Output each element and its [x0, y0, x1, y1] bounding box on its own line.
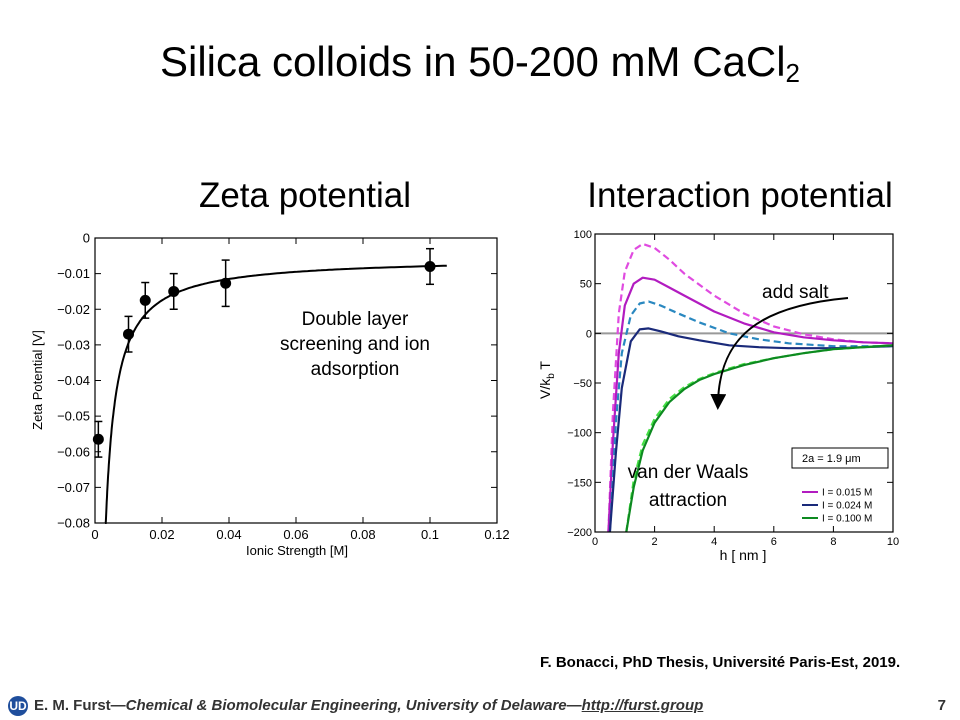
ip-x-tick-label: 0 [592, 536, 598, 548]
interaction-potential-chart: 0 2 4 6 8 10 100 50 0 −50 −100 −150 −200 add salt va… [537, 229, 899, 563]
ip-y-axis-label-suffix: T [537, 361, 553, 374]
zeta-y-tick-label: −0.05 [57, 409, 90, 424]
zeta-potential-chart: 0 0.02 0.04 0.06 0.08 0.1 0.12 0 −0.01 −0.02 −0.03… [30, 231, 510, 559]
ip-y-tick-label: −150 [567, 477, 592, 489]
zeta-x-tick-label: 0.12 [484, 527, 509, 542]
ip-x-tick-label: 8 [830, 536, 836, 548]
zeta-x-axis-label: Ionic Strength [M] [246, 543, 348, 558]
ip-x-tick-label: 6 [771, 536, 777, 548]
ip-legend-title-box [791, 447, 889, 469]
ip-x-axis-label: h [ nm ] [720, 547, 767, 563]
ip-x-tick-label: 2 [652, 536, 658, 548]
zeta-data-point [220, 277, 232, 289]
zeta-panel-heading: Zeta potential [198, 176, 412, 215]
zeta-x-tick-label: 0.08 [350, 527, 375, 542]
page-number: 7 [937, 697, 946, 714]
ip-x-tick-label: 10 [887, 536, 899, 548]
zeta-data-point [92, 433, 104, 445]
ip-legend-entry: I = 0.100 M [822, 514, 872, 525]
ip-series-dashed-line [607, 242, 893, 532]
zeta-y-tick-label: −0.04 [57, 373, 90, 388]
zeta-fit-curve [104, 264, 447, 524]
ip-y-tick-label: −100 [567, 428, 592, 440]
slide-title: Silica colloids in 50-200 mM CaCl2 [0, 38, 960, 89]
footer-dash-2: — [566, 697, 582, 714]
footer-author: E. M. Furst [34, 697, 111, 714]
zeta-annotation-line3: adsorption [311, 359, 400, 380]
ip-x-tick-label: 4 [711, 536, 717, 548]
zeta-plot-frame [94, 237, 498, 524]
zeta-y-tick-label: 0 [83, 231, 90, 246]
ip-y-axis-label-sub: b [546, 373, 557, 379]
zeta-annotation-line1: Double layer [302, 309, 409, 330]
footer-credit: E. M. Furst—Chemical & Biomolecular Engi… [34, 697, 703, 714]
ip-y-tick-label: −50 [573, 378, 592, 390]
footer-affiliation: Chemical & Biomolecular Engineering, Uni… [125, 697, 567, 714]
vdw-annotation-line2: attraction [649, 490, 727, 511]
ip-y-tick-label: 50 [580, 279, 592, 291]
ip-y-tick-label: 100 [574, 229, 592, 241]
add-salt-arrow [710, 297, 849, 410]
ip-legend-title: 2a = 1.9 μm [802, 453, 861, 465]
ip-series-line [607, 276, 893, 532]
ip-legend-entry: I = 0.024 M [822, 501, 872, 512]
zeta-data-point [424, 261, 436, 272]
add-salt-label: add salt [762, 282, 829, 303]
footer-url-link[interactable]: http://furst.group [581, 697, 704, 714]
university-logo-icon: UD [8, 696, 28, 716]
zeta-y-tick-label: −0.02 [57, 302, 90, 317]
zeta-x-tick-label: 0 [91, 527, 98, 542]
zeta-y-tick-label: −0.03 [57, 337, 90, 352]
ip-y-tick-label: −200 [567, 527, 592, 539]
zeta-x-tick-label: 0.04 [216, 527, 241, 542]
ip-curves [607, 242, 893, 532]
zeta-y-tick-label: −0.08 [57, 516, 90, 531]
zeta-data-point [123, 328, 134, 340]
zeta-x-tick-label: 0.02 [149, 527, 174, 542]
zeta-annotation-line2: screening and ion [280, 334, 430, 355]
zeta-y-tick-label: −0.06 [57, 444, 90, 459]
zeta-x-tick-label: 0.1 [421, 527, 439, 542]
interaction-panel-heading: Interaction potential [587, 176, 893, 215]
zeta-y-tick-label: −0.01 [57, 266, 90, 281]
ip-series-dashed-line [608, 300, 893, 532]
footer: UD E. M. Furst—Chemical & Biomolecular E… [0, 694, 960, 720]
ip-y-axis-label: V/kb T [537, 361, 557, 399]
ip-series-line [625, 344, 893, 532]
zeta-data-point [139, 294, 151, 306]
ip-legend-entry: I = 0.015 M [822, 488, 872, 499]
zeta-x-tick-label: 0.06 [283, 527, 308, 542]
slide-title-subscript: 2 [785, 58, 801, 88]
ip-y-axis-label-main: V/k [537, 378, 553, 399]
vdw-annotation-line1: van der Waals [628, 462, 749, 483]
zeta-y-tick-label: −0.07 [57, 480, 90, 495]
slide-title-main: Silica colloids in 50-200 mM CaCl [159, 38, 786, 85]
zeta-y-axis-label: Zeta Potential [V] [30, 330, 45, 430]
footer-dash-1: — [110, 697, 126, 714]
citation: F. Bonacci, PhD Thesis, Université Paris… [540, 654, 901, 671]
zeta-data-point [168, 285, 180, 297]
ip-series-line [608, 327, 893, 532]
ip-y-tick-label: 0 [586, 328, 592, 340]
